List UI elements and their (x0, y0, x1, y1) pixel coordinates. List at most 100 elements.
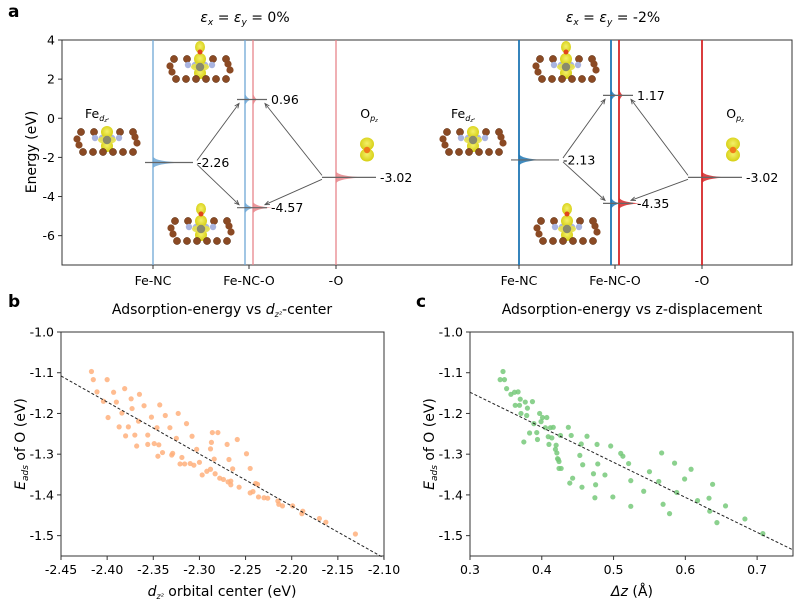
carbon-atom (455, 148, 463, 156)
carbon-atom (167, 224, 175, 232)
carbon-atom (590, 60, 598, 68)
arrow-fe-to-antibonding (562, 99, 606, 159)
carbon-atom (222, 75, 230, 83)
panel-c-data-point (584, 433, 590, 439)
panel-b-data-point (250, 489, 256, 495)
level-antibonding-label: 1.17 (637, 88, 665, 103)
oxygen-atom (198, 211, 204, 217)
panel-b-xtick-label: -2.45 (45, 562, 77, 577)
panel-c-data-point (660, 501, 666, 507)
carbon-atom (485, 148, 493, 156)
panel-label-c: c (416, 292, 426, 312)
ytick-label: 0 (47, 111, 55, 126)
arrow-o-to-antibonding-head (264, 102, 270, 109)
panel-b-data-point (189, 433, 195, 439)
panel-b-data-point (208, 439, 215, 445)
panel-c-data-point (515, 389, 521, 395)
arrow-o-to-antibonding (630, 99, 689, 176)
panel-c-data-point (522, 399, 528, 405)
panel-b-data-point (104, 377, 110, 383)
panel-c-ytick-label: -1.1 (439, 365, 463, 380)
carbon-atom (183, 237, 191, 245)
inset-bonding (533, 203, 601, 245)
orbital-lobe (562, 203, 572, 215)
panel-b-data-point (145, 441, 151, 448)
panel-b-data-point (125, 424, 131, 430)
panel-c-data-point (656, 478, 662, 485)
panel-c-data-point (567, 480, 573, 486)
arrow-fe-to-antibonding-head (600, 98, 606, 105)
iron-atom (196, 224, 206, 234)
carbon-atom (439, 135, 447, 143)
arrow-o-to-bonding (264, 178, 323, 206)
panel-b-data-point (145, 432, 151, 438)
dos-case-1: -2.13 -4.35 1.17 -3.02 Fe-NC Fe-NC-O -O (501, 40, 778, 288)
carbon-atom (203, 237, 211, 245)
panel-c-data-point (549, 435, 555, 441)
panel-b-data-point (111, 389, 117, 395)
level-bonding-label: -4.35 (637, 196, 669, 211)
panel-c-data-point (707, 508, 713, 514)
panel-c-data-point (579, 484, 585, 490)
panel-b-data-point (170, 450, 176, 456)
panel-b-data-point (129, 405, 135, 412)
inset-label-o-pz: Opz (360, 106, 378, 124)
panel-c-frame (469, 331, 794, 557)
carbon-atom (441, 141, 449, 149)
panel-b-xtick-label: -2.25 (229, 562, 261, 577)
panel-c-data-point (760, 531, 766, 537)
ytick-label: -2 (43, 150, 55, 165)
level-fe-nc-label: -2.26 (197, 155, 229, 170)
nitrogen-atom (457, 134, 465, 142)
carbon-atom (90, 128, 98, 136)
carbon-atom (475, 148, 483, 156)
panel-b-data-point (148, 414, 155, 420)
level-fe-nc-label: -2.13 (563, 152, 595, 167)
panel-c-data-point (602, 472, 608, 478)
panel-b-data-point (151, 440, 157, 447)
carbon-atom (445, 148, 453, 156)
carbon-atom (592, 66, 600, 74)
nitrogen-atom (209, 223, 217, 231)
level-o-label: -3.02 (380, 170, 412, 185)
carbon-atom (89, 148, 97, 156)
panel-b-ytick-label: -1.4 (30, 487, 54, 502)
carbon-atom (182, 75, 190, 83)
inset-fe-nc (439, 126, 507, 156)
panel-c-data-point (516, 402, 523, 408)
panel-b-data-point (155, 453, 161, 459)
carbon-atom (202, 75, 210, 83)
panel-b-data-point (228, 482, 234, 488)
panel-b-data-point (162, 412, 168, 419)
carbon-atom (210, 217, 218, 225)
panel-c-data-point (568, 432, 574, 439)
carbon-atom (591, 222, 599, 230)
carbon-atom (166, 62, 174, 70)
panel-c-data-point (714, 520, 720, 526)
carbon-atom (183, 55, 191, 63)
panel-b-ytick-label: -1.5 (30, 528, 54, 543)
panel-b-scatter: Adsorption-energy vs dz²-center -2.45 -2.… (13, 302, 400, 601)
carbon-atom (73, 135, 81, 143)
panel-c-xlabel: Δz (Å) (610, 583, 653, 600)
panel-b-fit-line (60, 375, 385, 559)
panel-b-data-point (316, 515, 322, 522)
arrow-fe-to-bonding (562, 161, 606, 201)
panel-c-data-point (570, 475, 576, 481)
panel-b-data-point (212, 471, 218, 477)
inset-label-o-pz: Opz (726, 106, 744, 124)
panel-b-title: Adsorption-energy vs dz²-center (112, 302, 332, 319)
arrow-fe-to-antibonding (196, 103, 240, 161)
panel-c-data-point (659, 450, 665, 456)
panel-b-data-point (191, 462, 197, 468)
panel-b-xtick-label: -2.35 (137, 562, 169, 577)
panel-c-xtick-label: 0.6 (675, 562, 695, 577)
carbon-atom (109, 148, 117, 156)
carbon-atom (223, 237, 231, 245)
carbon-atom (465, 148, 473, 156)
panel-c-data-point (580, 462, 586, 468)
panel-c-data-point (529, 399, 536, 405)
inset-o-pz-orbital (360, 137, 374, 162)
carbon-atom (79, 148, 87, 156)
carbon-atom (495, 148, 503, 156)
